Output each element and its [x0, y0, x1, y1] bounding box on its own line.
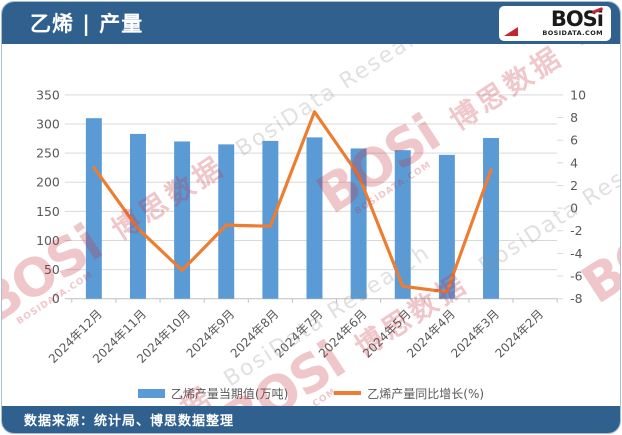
right-axis-tick-label: 0 — [570, 201, 578, 216]
bar-series-swatch-icon — [137, 388, 165, 398]
right-axis-tick-label: 2 — [570, 178, 578, 193]
left-axis-tick-label: 300 — [36, 116, 60, 131]
combo-chart: 0 50 100 150 200 250 300 350 -8 -6 -4 -2 0 2 4 6 8 10 2024… — [36, 87, 586, 366]
bar-2024年5月 — [394, 150, 411, 299]
left-axis-tick-label: 100 — [36, 233, 60, 248]
left-axis-tick-label: 200 — [36, 175, 60, 190]
bosi-logo: BOSi BOSIDATA.COM — [499, 6, 611, 41]
bar-2024年6月 — [350, 148, 367, 299]
left-axis-tick-label: 250 — [36, 146, 60, 161]
bar-2024年12月 — [85, 118, 102, 299]
bar-series-label: 乙烯产量当期值(万吨) — [170, 386, 289, 401]
data-source-text: 数据来源：统计局、博思数据整理 — [24, 414, 235, 429]
bar-2024年9月 — [218, 144, 235, 299]
legend-item-bar: 乙烯产量当期值(万吨) — [137, 385, 289, 402]
bar-2024年11月 — [129, 133, 146, 299]
line-series-swatch-icon — [334, 391, 362, 395]
footer-bar: 数据来源：统计局、博思数据整理 — [2, 406, 620, 433]
right-axis-tick-label: 10 — [570, 87, 586, 102]
growth-line — [92, 110, 493, 294]
logo-domain-text: BOSIDATA.COM — [542, 29, 603, 38]
header-bar: 乙烯 | 产量 BOSi BOSIDATA.COM — [2, 2, 620, 44]
legend-item-line: 乙烯产量同比增长(%) — [334, 385, 484, 402]
page-title: 乙烯 | 产量 — [30, 12, 144, 36]
bar-2024年8月 — [262, 140, 279, 299]
line-series-label: 乙烯产量同比增长(%) — [367, 386, 485, 401]
right-axis-tick-label: 6 — [570, 133, 578, 148]
left-axis-tick-label: 50 — [44, 262, 60, 277]
right-axis-tick-label: -6 — [570, 269, 582, 284]
bar-2024年10月 — [174, 141, 191, 299]
logo-red-arrow-icon — [504, 27, 518, 36]
left-axis-tick-label: 0 — [52, 291, 60, 306]
right-axis-tick-label: -4 — [570, 246, 582, 261]
right-axis-tick-label: -8 — [570, 291, 582, 306]
right-axis-tick-label: -2 — [570, 223, 582, 238]
bar-2024年7月 — [306, 137, 323, 299]
left-axis-tick-label: 350 — [36, 87, 60, 102]
chart-legend: 乙烯产量当期值(万吨) 乙烯产量同比增长(%) — [2, 382, 620, 404]
bar-2024年3月 — [483, 137, 499, 299]
left-axis-tick-label: 150 — [36, 204, 60, 219]
bar-2024年4月 — [438, 154, 455, 299]
chart-area: 0 50 100 150 200 250 300 350 -8 -6 -4 -2 0 2 4 6 8 10 2024… — [2, 44, 620, 380]
x-axis-label: 2024年2月 — [493, 307, 547, 361]
logo-text: BOSi — [550, 6, 604, 31]
right-axis-tick-label: 8 — [570, 110, 578, 125]
right-axis-tick-label: 4 — [570, 155, 578, 170]
